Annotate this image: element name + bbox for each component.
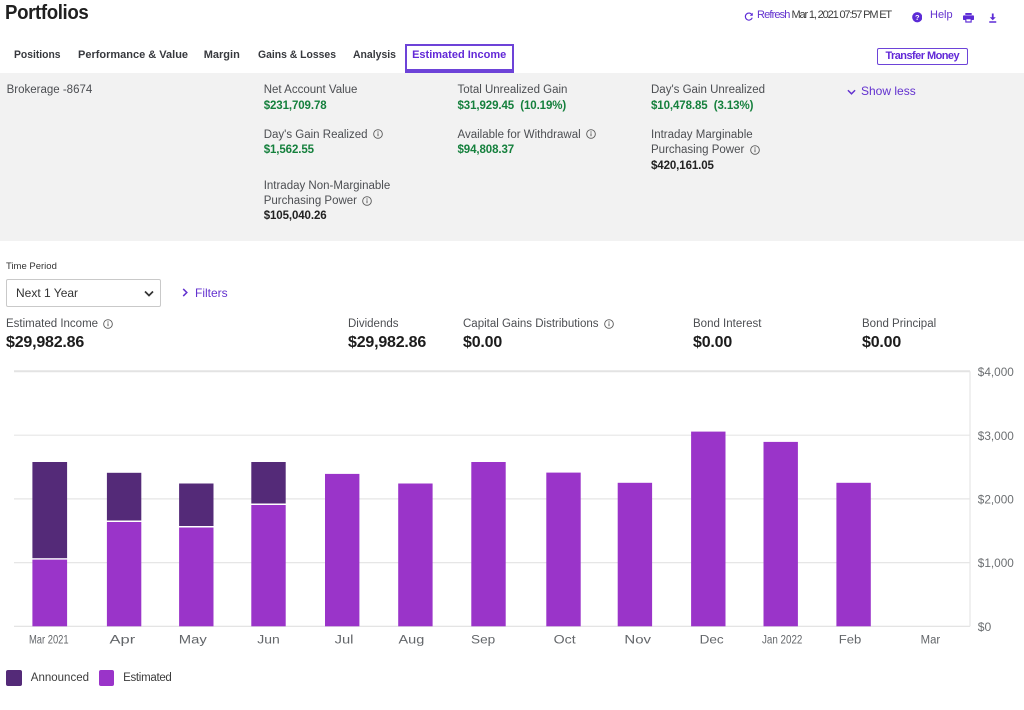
svg-text:Aug: Aug [399, 634, 425, 646]
svg-text:$2,000: $2,000 [978, 495, 1014, 507]
svg-text:?: ? [914, 13, 919, 22]
svg-text:May: May [179, 634, 207, 646]
svg-text:$3,000: $3,000 [978, 431, 1014, 443]
svg-text:Apr: Apr [110, 634, 136, 646]
svg-text:Mar 2021: Mar 2021 [29, 634, 69, 646]
svg-text:$1,000: $1,000 [978, 558, 1014, 570]
svg-text:$4,000: $4,000 [978, 367, 1014, 379]
svg-text:Jul: Jul [335, 634, 354, 646]
svg-text:Mar: Mar [921, 634, 941, 646]
svg-text:Dec: Dec [700, 634, 724, 646]
svg-text:Sep: Sep [471, 634, 495, 646]
svg-text:Jun: Jun [257, 634, 280, 646]
svg-text:Oct: Oct [554, 634, 577, 646]
svg-text:Nov: Nov [624, 634, 651, 646]
svg-text:Jan 2022: Jan 2022 [762, 634, 802, 646]
svg-text:$0: $0 [978, 622, 992, 634]
svg-text:Feb: Feb [839, 634, 862, 646]
